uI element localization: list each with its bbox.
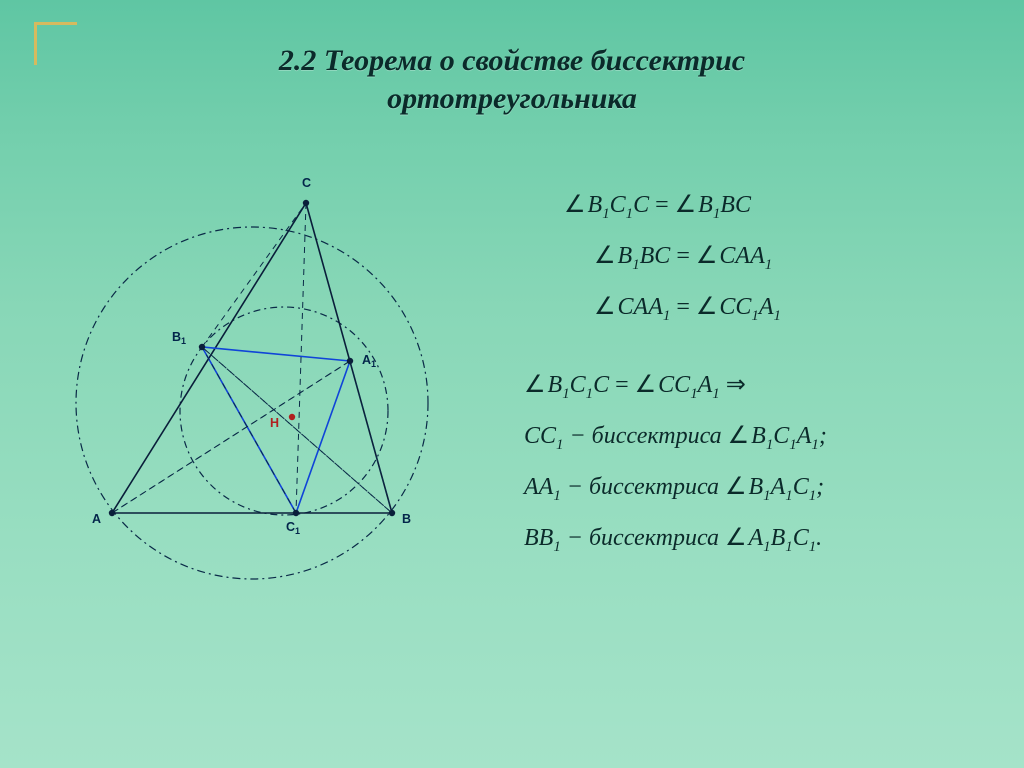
slide-title: 2.2 Теорема о свойстве биссектрис ортотр… [0, 42, 1024, 117]
equations-block: ∠B1C1C = ∠B1BC ∠B1BC = ∠CAA1 ∠CAA1 = ∠CC… [524, 190, 954, 574]
svg-text:B1: B1 [172, 330, 186, 346]
title-line-1: 2.2 Теорема о свойстве биссектрис [279, 44, 745, 77]
slide: 2.2 Теорема о свойстве биссектрис ортотр… [0, 0, 1024, 768]
equation-3: ∠CAA1 = ∠CC1A1 [524, 292, 954, 325]
equation-4: ∠B1C1C = ∠CC1A1 ⇒ [524, 370, 954, 403]
diagram-svg: A B C A1 B1 C1 H [70, 155, 490, 595]
svg-text:H: H [270, 416, 279, 430]
stmt-bb1: BB1 − биссектриса ∠A1B1C1. [524, 523, 954, 556]
svg-text:B: B [402, 512, 411, 526]
geometry-diagram: A B C A1 B1 C1 H [70, 155, 490, 595]
equation-2: ∠B1BC = ∠CAA1 [524, 241, 954, 274]
stmt-aa1: AA1 − биссектриса ∠B1A1C1; [524, 472, 954, 505]
stmt-cc1: CC1 − биссектриса ∠B1C1A1; [524, 421, 954, 454]
title-line-2: ортотреугольника [0, 80, 1024, 118]
svg-text:A: A [92, 512, 101, 526]
equation-1: ∠B1C1C = ∠B1BC [524, 190, 954, 223]
svg-text:C: C [302, 176, 311, 190]
svg-text:A1: A1 [362, 353, 376, 369]
svg-text:C1: C1 [286, 520, 300, 536]
